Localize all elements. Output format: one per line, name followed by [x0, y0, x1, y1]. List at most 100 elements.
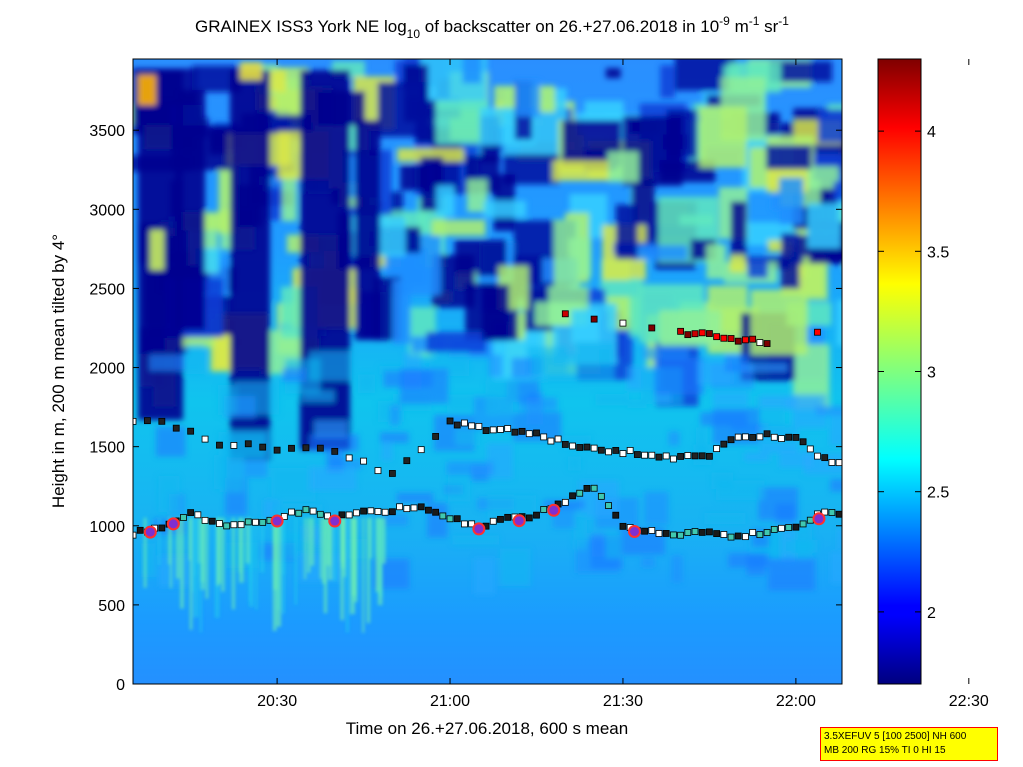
layer-marker-lower — [432, 508, 440, 516]
layer-marker-upper — [619, 319, 627, 327]
layer-marker-middle — [619, 450, 627, 458]
layer-marker-lower — [439, 512, 447, 520]
layer-marker-lower — [360, 507, 367, 515]
layer-marker-middle — [734, 433, 742, 441]
chart-title: GRAINEX ISS3 York NE log10 of backscatte… — [195, 14, 789, 41]
layer-marker-middle — [749, 434, 757, 441]
layer-marker-lower — [756, 531, 764, 539]
layer-marker-middle — [778, 435, 785, 442]
layer-marker-lower — [684, 529, 692, 536]
layer-marker-lower — [576, 489, 584, 497]
layer-marker-lower — [316, 510, 324, 518]
y-axis-label: Height in m, 200 m mean tilted by 4° — [49, 234, 68, 508]
layer-marker-middle — [706, 452, 713, 460]
colorbar-tick-label: 4 — [927, 124, 936, 141]
layer-marker-lower — [352, 509, 360, 517]
layer-marker-middle — [691, 452, 699, 460]
layer-marker-lower — [569, 492, 576, 500]
colorbar-ticks: 2 2.5 3 3.5 4 — [878, 124, 949, 622]
layer-marker-middle — [648, 451, 656, 459]
layer-marker-middle — [468, 422, 476, 430]
plot-frame — [132, 58, 843, 685]
layer-marker-lower — [396, 503, 403, 511]
layer-marker-lower — [612, 511, 620, 519]
layer-marker-lower — [749, 529, 757, 536]
layer-marker-lower — [525, 514, 533, 522]
layer-marker-lower — [727, 533, 735, 541]
layer-marker-middle — [259, 443, 267, 451]
layer-marker-lower — [453, 515, 461, 523]
y-tick-label: 500 — [98, 598, 125, 615]
layer-marker-middle — [482, 427, 490, 434]
layer-marker-lower — [742, 533, 749, 541]
layer-marker-middle — [713, 445, 721, 453]
layer-marker-lower — [180, 514, 187, 521]
cloud-base-marker — [627, 524, 641, 538]
layer-marker-lower — [417, 503, 425, 511]
layer-marker-middle — [374, 467, 382, 475]
layer-marker-lower — [237, 521, 245, 529]
settings-box: 3.5XEFUV 5 [100 2500] NH 600 MB 200 RG 1… — [820, 727, 998, 761]
layer-marker-lower — [648, 527, 656, 534]
cloud-base-marker — [328, 514, 342, 528]
layer-marker-middle — [489, 426, 497, 434]
y-tick-label: 2500 — [89, 281, 125, 298]
layer-marker-middle — [684, 452, 692, 459]
colorbar-gradient — [877, 58, 922, 685]
layer-marker-upper — [698, 329, 706, 337]
layer-marker-middle — [360, 457, 367, 465]
layer-marker-lower — [158, 524, 166, 532]
layer-marker-middle — [273, 446, 281, 454]
cloud-base-marker — [270, 514, 284, 528]
layer-marker-upper — [742, 336, 749, 344]
layer-marker-upper — [749, 335, 757, 343]
layer-marker-middle — [172, 424, 180, 432]
layer-marker-lower — [828, 509, 836, 516]
layer-marker-lower — [504, 513, 512, 521]
layer-marker-lower — [720, 531, 728, 538]
layer-marker-middle — [388, 470, 396, 477]
layer-marker-middle — [230, 442, 238, 449]
layer-marker-upper — [590, 315, 598, 323]
y-tick-label: 3000 — [89, 202, 125, 219]
layer-marker-lower — [309, 507, 317, 515]
layer-marker-middle — [720, 440, 728, 448]
layer-marker-upper — [756, 339, 764, 346]
cloud-base-marker — [143, 525, 157, 539]
layer-markers — [133, 310, 842, 541]
layer-marker-middle — [525, 430, 533, 438]
layer-marker-middle — [597, 446, 605, 454]
cloud-base-marker — [547, 503, 561, 517]
layer-marker-middle — [216, 441, 223, 449]
layer-marker-upper — [684, 331, 692, 339]
layer-marker-lower — [497, 515, 504, 523]
layer-marker-lower — [367, 507, 375, 515]
layer-marker-middle — [244, 440, 252, 448]
layer-marker-middle — [533, 429, 540, 437]
layer-marker-middle — [821, 454, 829, 462]
layer-marker-middle — [835, 459, 842, 467]
y-tick-label: 0 — [116, 677, 125, 694]
cloud-base-marker — [472, 522, 486, 536]
layer-marker-middle — [742, 433, 749, 441]
layer-marker-lower — [216, 520, 223, 527]
layer-marker-lower — [295, 509, 303, 517]
layer-marker-upper — [727, 335, 735, 342]
layer-marker-middle — [302, 444, 310, 452]
layer-marker-lower — [410, 504, 418, 512]
layer-marker-lower — [590, 484, 598, 492]
x-tick-label: 22:00 — [776, 693, 816, 710]
layer-marker-middle — [612, 447, 620, 454]
layer-marker-middle — [785, 433, 793, 441]
layer-marker-lower — [288, 508, 295, 516]
layer-marker-middle — [461, 419, 468, 427]
layer-marker-upper — [648, 324, 656, 332]
layer-marker-lower — [597, 492, 605, 500]
layer-marker-middle — [669, 455, 677, 463]
layer-marker-upper — [677, 327, 685, 335]
layer-marker-lower — [641, 527, 648, 535]
layer-marker-lower — [662, 530, 670, 537]
layer-marker-middle — [641, 451, 648, 459]
layer-marker-middle — [583, 443, 591, 451]
